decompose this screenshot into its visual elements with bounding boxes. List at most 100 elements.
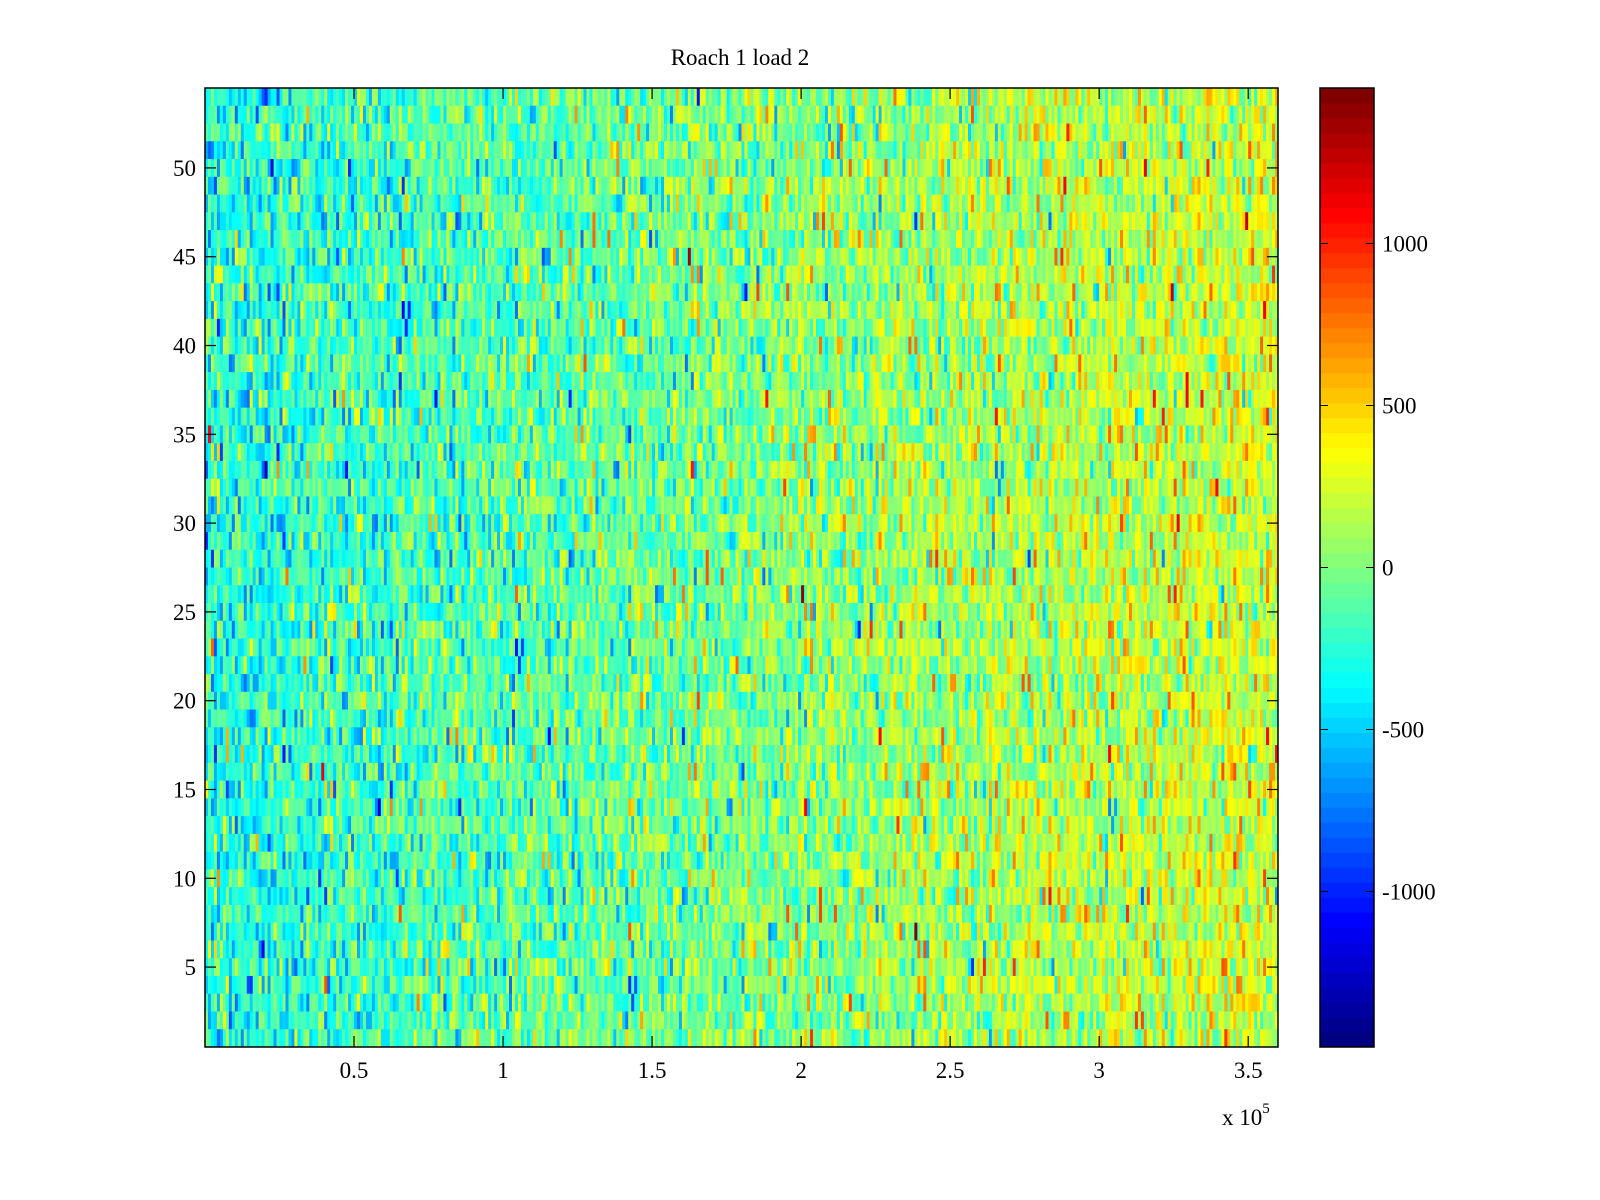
heatmap-cell — [359, 176, 364, 196]
heatmap-cell — [583, 283, 588, 302]
heatmap-cell — [726, 105, 731, 125]
heatmap-cell — [297, 176, 301, 196]
heatmap-cell — [1012, 105, 1017, 125]
heatmap-cell — [693, 88, 698, 107]
heatmap-cell — [1203, 176, 1207, 196]
heatmap-cell — [887, 159, 892, 178]
heatmap-cell — [1018, 318, 1023, 338]
heatmap-cell — [669, 141, 674, 160]
heatmap-cell — [464, 159, 468, 178]
heatmap-cell — [267, 247, 272, 267]
heatmap-cell — [550, 141, 555, 160]
heatmap-cell — [753, 318, 757, 338]
heatmap-cell — [830, 301, 835, 320]
heatmap-cell — [1191, 265, 1196, 284]
heatmap-cell — [908, 318, 912, 338]
heatmap-cell — [628, 318, 632, 338]
heatmap-cell — [210, 318, 215, 338]
heatmap-cell — [857, 283, 862, 302]
heatmap-cell — [1224, 247, 1228, 267]
heatmap-cell — [1170, 194, 1175, 213]
heatmap-cell — [470, 88, 474, 107]
heatmap-cell — [509, 265, 513, 284]
heatmap-cell — [503, 176, 507, 196]
heatmap-cell — [1039, 283, 1044, 302]
heatmap-cell — [1233, 212, 1237, 231]
heatmap-cell — [1057, 88, 1061, 107]
heatmap-cell — [404, 88, 409, 107]
heatmap-cell — [351, 265, 355, 284]
heatmap-cell — [1081, 318, 1085, 338]
heatmap-cell — [1054, 212, 1058, 231]
heatmap-cell — [905, 88, 909, 107]
heatmap-cell — [762, 141, 766, 160]
heatmap-cell — [512, 176, 516, 196]
heatmap-cell — [1209, 230, 1213, 249]
heatmap-cell — [345, 283, 349, 302]
heatmap-cell — [1152, 88, 1157, 107]
heatmap-cell — [270, 212, 275, 231]
heatmap-cell — [1102, 283, 1106, 302]
heatmap-cell — [216, 105, 221, 125]
heatmap-cell — [947, 176, 951, 196]
heatmap-cell — [422, 212, 427, 231]
heatmap-cell — [586, 141, 590, 160]
heatmap-cell — [1167, 265, 1172, 284]
heatmap-cell — [1036, 230, 1041, 249]
heatmap-cell — [345, 265, 349, 284]
heatmap-cell — [839, 176, 844, 196]
heatmap-cell — [1042, 88, 1047, 107]
heatmap-cell — [1114, 159, 1118, 178]
heatmap-cell — [565, 283, 570, 302]
heatmap-cell — [759, 301, 763, 320]
heatmap-cell — [1093, 283, 1097, 302]
heatmap-cell — [431, 318, 435, 338]
heatmap-cell — [482, 318, 486, 338]
heatmap-cell — [687, 301, 692, 320]
heatmap-cell — [884, 105, 889, 125]
heatmap-cell — [1194, 283, 1199, 302]
heatmap-cell — [359, 318, 364, 338]
heatmap-cell — [628, 159, 632, 178]
heatmap-cell — [282, 283, 286, 302]
heatmap-cell — [380, 88, 385, 107]
heatmap-cell — [672, 159, 677, 178]
heatmap-cell — [1030, 105, 1035, 125]
heatmap-cell — [851, 265, 856, 284]
heatmap-cell — [1227, 176, 1231, 196]
heatmap-cell — [672, 247, 677, 267]
heatmap-cell — [687, 265, 692, 284]
heatmap-cell — [273, 318, 278, 338]
heatmap-cell — [482, 230, 486, 249]
heatmap-cell — [1143, 247, 1148, 267]
heatmap-cell — [1096, 194, 1100, 213]
heatmap-cell — [1233, 176, 1237, 196]
heatmap-cell — [687, 230, 692, 249]
heatmap-cell — [935, 105, 939, 125]
heatmap-cell — [470, 194, 474, 213]
heatmap-cell — [1045, 247, 1049, 267]
heatmap-cell — [810, 247, 814, 267]
heatmap-cell — [604, 105, 608, 125]
heatmap-cell — [392, 301, 397, 320]
heatmap-cell — [690, 194, 695, 213]
heatmap-cell — [503, 141, 507, 160]
heatmap-cell — [1272, 88, 1276, 107]
heatmap-cell — [491, 141, 495, 160]
heatmap-cell — [1099, 123, 1103, 142]
heatmap-cell — [935, 318, 939, 338]
heatmap-cell — [1096, 265, 1100, 284]
heatmap-cell — [476, 123, 480, 142]
heatmap-cell — [938, 176, 942, 196]
heatmap-cell — [288, 301, 292, 320]
heatmap-cell — [1009, 265, 1014, 284]
heatmap-cell — [795, 105, 799, 125]
heatmap-cell — [324, 194, 328, 213]
heatmap-cell — [318, 230, 322, 249]
heatmap-cell — [798, 194, 802, 213]
heatmap-cell — [586, 265, 590, 284]
heatmap-cell — [777, 123, 781, 142]
heatmap-cell — [506, 123, 510, 142]
heatmap-cell — [911, 176, 915, 196]
heatmap-cell — [1054, 301, 1058, 320]
